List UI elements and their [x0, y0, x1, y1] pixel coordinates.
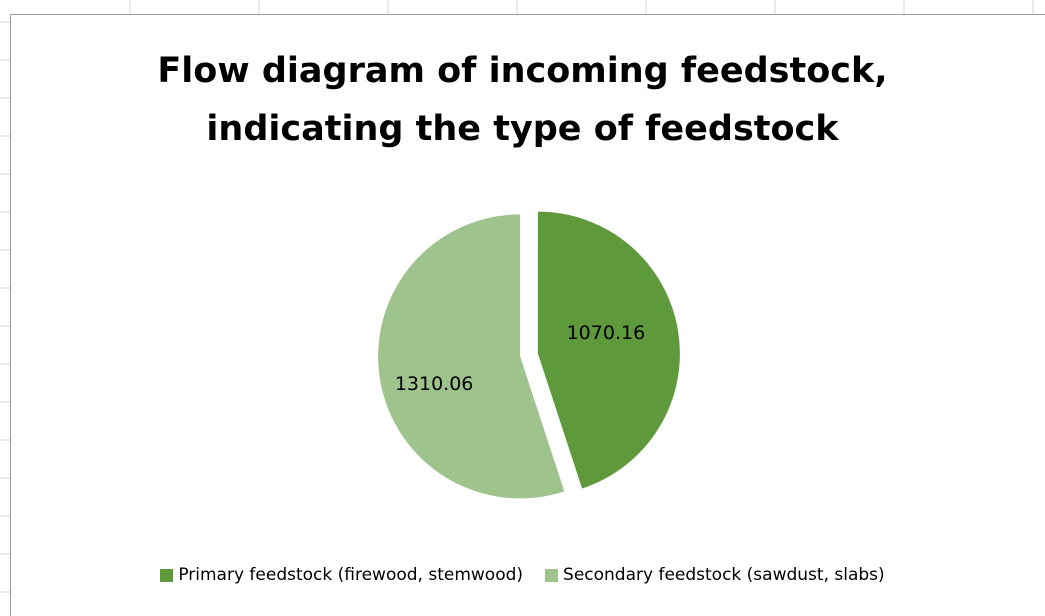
- chart-area[interactable]: [10, 14, 1045, 616]
- data-label-primary: 1070.16: [567, 322, 646, 344]
- legend-swatch-secondary: [545, 568, 559, 582]
- pie-slice-secondary[interactable]: [378, 214, 565, 499]
- chart-title: Flow diagram of incoming feedstock, indi…: [0, 42, 1045, 158]
- legend-label-secondary: Secondary feedstock (sawdust, slabs): [563, 565, 885, 585]
- chart-title-line-1: Flow diagram of incoming feedstock,: [157, 51, 888, 91]
- legend-item-secondary: Secondary feedstock (sawdust, slabs): [545, 565, 885, 585]
- chart-title-line-2: indicating the type of feedstock: [206, 109, 839, 149]
- legend-label-primary: Primary feedstock (firewood, stemwood): [178, 565, 524, 585]
- pie-slice-primary[interactable]: [537, 211, 680, 489]
- data-label-secondary: 1310.06: [395, 373, 474, 395]
- legend-item-primary: Primary feedstock (firewood, stemwood): [160, 565, 523, 585]
- legend-swatch-primary: [160, 568, 174, 582]
- chart-legend: Primary feedstock (firewood, stemwood) S…: [0, 563, 1045, 587]
